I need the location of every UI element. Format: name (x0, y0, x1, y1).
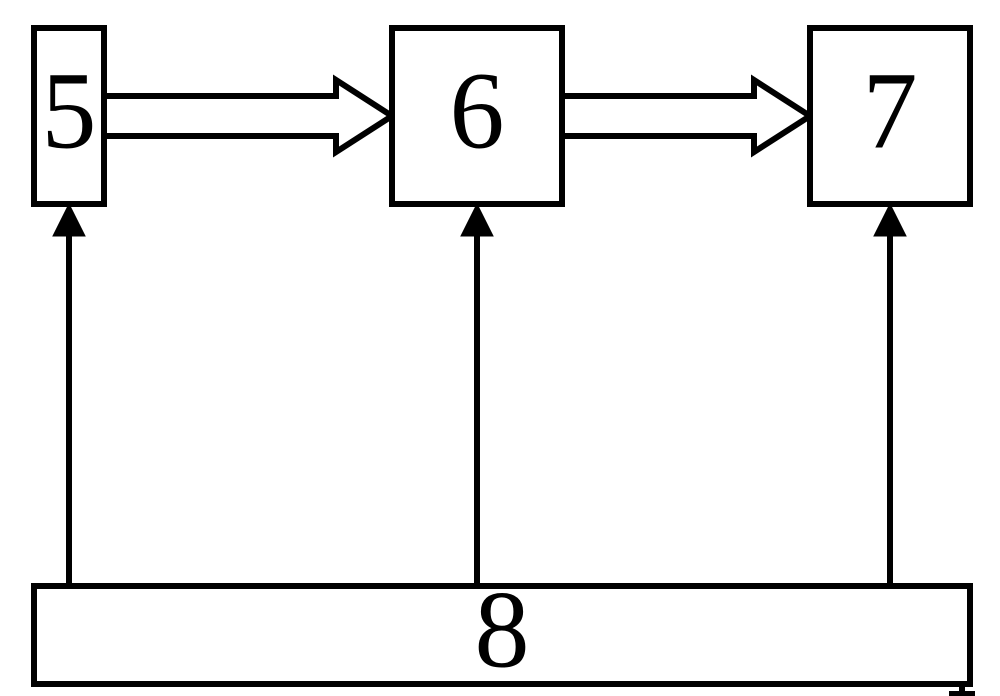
solid-arrow-head (461, 204, 493, 236)
diagram-canvas: 5 6 7 8 (0, 0, 1000, 696)
block-label-5: 5 (42, 49, 97, 171)
solid-arrow-head (53, 204, 85, 236)
hollow-arrow (104, 80, 392, 152)
block-label-6: 6 (450, 49, 505, 171)
block-label-8: 8 (475, 568, 530, 690)
block-label-7: 7 (863, 49, 918, 171)
solid-arrow-head (874, 204, 906, 236)
hollow-arrow (562, 80, 810, 152)
